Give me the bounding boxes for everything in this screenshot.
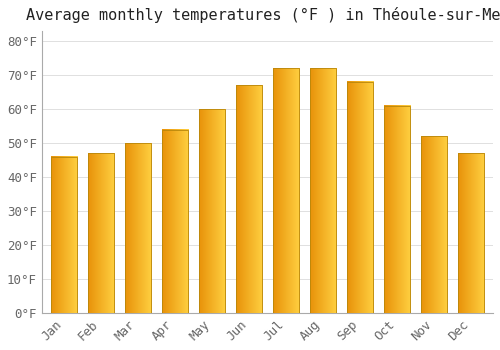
Bar <box>50 157 78 313</box>
Bar <box>384 106 410 313</box>
Title: Average monthly temperatures (°F ) in Théoule-sur-Mer: Average monthly temperatures (°F ) in Th… <box>26 7 500 23</box>
Bar <box>236 85 262 313</box>
Bar <box>198 109 226 313</box>
Bar <box>420 136 447 313</box>
Bar <box>458 153 484 313</box>
Bar <box>272 69 299 313</box>
Bar <box>88 153 115 313</box>
Bar <box>162 130 188 313</box>
Bar <box>346 82 373 313</box>
Bar <box>310 69 336 313</box>
Bar <box>124 143 152 313</box>
